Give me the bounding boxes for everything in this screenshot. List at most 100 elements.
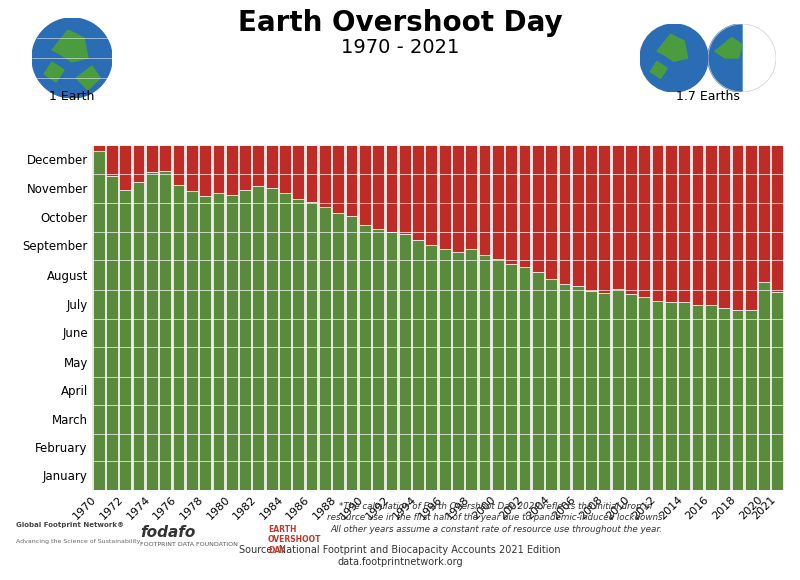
Bar bbox=[239, 190, 251, 490]
Bar bbox=[585, 291, 597, 490]
Text: 1 Earth: 1 Earth bbox=[50, 90, 94, 103]
Bar bbox=[731, 145, 743, 310]
Bar bbox=[306, 145, 318, 202]
Polygon shape bbox=[657, 34, 688, 61]
Bar bbox=[665, 145, 677, 302]
Bar bbox=[506, 145, 517, 264]
Bar bbox=[718, 307, 730, 490]
Bar bbox=[745, 310, 757, 490]
Bar bbox=[119, 145, 131, 190]
Bar bbox=[159, 145, 171, 172]
Bar bbox=[492, 259, 504, 490]
Text: Source: National Footprint and Biocapacity Accounts 2021 Edition
data.footprintn: Source: National Footprint and Biocapaci… bbox=[239, 545, 561, 567]
Bar bbox=[359, 226, 370, 490]
Bar bbox=[466, 145, 477, 249]
Bar bbox=[319, 208, 330, 490]
Bar bbox=[546, 145, 557, 279]
Bar bbox=[106, 176, 118, 490]
Circle shape bbox=[32, 18, 112, 98]
Bar bbox=[133, 145, 145, 182]
Bar bbox=[598, 145, 610, 293]
Bar bbox=[492, 145, 504, 259]
Bar bbox=[386, 145, 398, 232]
Bar bbox=[452, 145, 464, 252]
Bar bbox=[372, 145, 384, 229]
Bar bbox=[572, 286, 583, 490]
Bar bbox=[758, 145, 770, 282]
Bar bbox=[546, 279, 557, 490]
Bar bbox=[239, 145, 251, 190]
Bar bbox=[213, 145, 224, 193]
Bar bbox=[332, 213, 344, 490]
Bar bbox=[532, 271, 544, 490]
Bar bbox=[226, 145, 238, 195]
Bar bbox=[372, 229, 384, 490]
Bar bbox=[678, 145, 690, 302]
Bar bbox=[652, 301, 663, 490]
Polygon shape bbox=[715, 38, 742, 58]
Bar bbox=[159, 172, 171, 490]
Text: 1.7 Earths: 1.7 Earths bbox=[676, 90, 740, 103]
Bar bbox=[93, 151, 105, 490]
Polygon shape bbox=[708, 24, 742, 92]
Bar bbox=[572, 145, 583, 286]
Bar bbox=[279, 145, 291, 193]
Bar bbox=[399, 145, 410, 234]
Bar bbox=[266, 187, 278, 490]
Bar bbox=[705, 304, 717, 490]
Bar bbox=[399, 234, 410, 490]
Bar bbox=[186, 191, 198, 490]
Bar bbox=[266, 145, 278, 187]
Bar bbox=[106, 145, 118, 176]
Bar bbox=[532, 145, 544, 271]
Bar bbox=[466, 249, 477, 490]
Bar bbox=[186, 145, 198, 191]
Bar bbox=[558, 284, 570, 490]
Bar bbox=[386, 232, 398, 490]
Text: Advancing the Science of Sustainability: Advancing the Science of Sustainability bbox=[16, 539, 140, 545]
Bar bbox=[293, 199, 304, 490]
Bar bbox=[638, 297, 650, 490]
Bar bbox=[359, 145, 370, 226]
Text: Global Footprint Network®: Global Footprint Network® bbox=[16, 522, 124, 528]
Bar bbox=[438, 145, 450, 249]
Bar bbox=[253, 145, 264, 186]
Circle shape bbox=[640, 24, 708, 92]
Bar bbox=[199, 145, 211, 196]
Bar bbox=[226, 195, 238, 490]
Bar bbox=[612, 289, 623, 490]
Bar bbox=[506, 264, 517, 490]
Text: *The calculation of Earth Overshoot Day 2020 reflects the initial drop in
resour: *The calculation of Earth Overshoot Day … bbox=[327, 502, 665, 534]
Bar bbox=[731, 310, 743, 490]
Bar bbox=[133, 182, 145, 490]
Bar bbox=[771, 292, 783, 490]
Bar bbox=[625, 295, 637, 490]
Bar bbox=[293, 145, 304, 199]
Bar bbox=[758, 282, 770, 490]
Bar bbox=[213, 193, 224, 490]
Bar bbox=[426, 245, 438, 490]
Bar bbox=[306, 202, 318, 490]
Text: Earth Overshoot Day: Earth Overshoot Day bbox=[238, 9, 562, 37]
Bar bbox=[638, 145, 650, 297]
Bar bbox=[438, 249, 450, 490]
Bar bbox=[93, 145, 105, 151]
Bar bbox=[718, 145, 730, 307]
Polygon shape bbox=[650, 61, 667, 78]
Bar bbox=[146, 145, 158, 172]
Bar bbox=[119, 190, 131, 490]
Bar bbox=[412, 241, 424, 490]
Bar bbox=[518, 267, 530, 490]
Bar bbox=[705, 145, 717, 304]
Bar bbox=[319, 145, 330, 208]
Bar bbox=[652, 145, 663, 301]
Polygon shape bbox=[52, 30, 88, 62]
Bar bbox=[346, 145, 358, 216]
Bar bbox=[426, 145, 438, 245]
Bar bbox=[625, 145, 637, 295]
Bar bbox=[253, 186, 264, 490]
Bar bbox=[692, 145, 703, 304]
Bar bbox=[745, 145, 757, 310]
Bar bbox=[173, 145, 184, 184]
Bar bbox=[452, 252, 464, 490]
